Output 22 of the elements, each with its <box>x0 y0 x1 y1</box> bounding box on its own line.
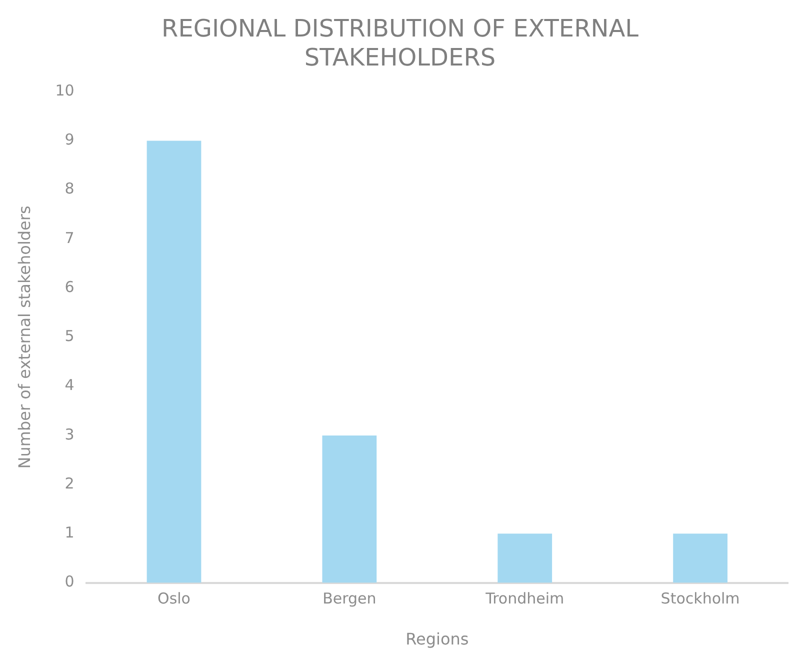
bar <box>146 140 202 583</box>
y-tick-label: 10 <box>55 81 74 100</box>
y-tick-label: 0 <box>64 572 74 591</box>
y-tick-label: 3 <box>64 425 74 444</box>
chart-title: REGIONAL DISTRIBUTION OF EXTERNAL STAKEHOLDERS <box>162 14 640 72</box>
x-tick-label: Stockholm <box>660 590 740 608</box>
y-tick-label: 5 <box>64 327 74 346</box>
bar <box>673 534 728 583</box>
y-tick-label: 7 <box>64 228 74 247</box>
bar <box>322 435 377 583</box>
y-tick-label: 1 <box>64 524 74 542</box>
y-tick-label: 6 <box>64 278 74 296</box>
x-axis-title: Regions <box>406 630 469 649</box>
y-tick-label: 4 <box>64 376 74 394</box>
y-tick-label: 9 <box>64 130 74 149</box>
x-tick-label: Trondheim <box>484 590 564 608</box>
y-tick-label: 2 <box>64 474 74 492</box>
y-tick-label: 8 <box>64 180 74 198</box>
x-tick-label: Bergen <box>322 590 376 608</box>
y-axis-title: Number of external stakeholders <box>14 206 34 469</box>
bar <box>498 534 552 583</box>
x-tick-label: Oslo <box>158 590 190 608</box>
